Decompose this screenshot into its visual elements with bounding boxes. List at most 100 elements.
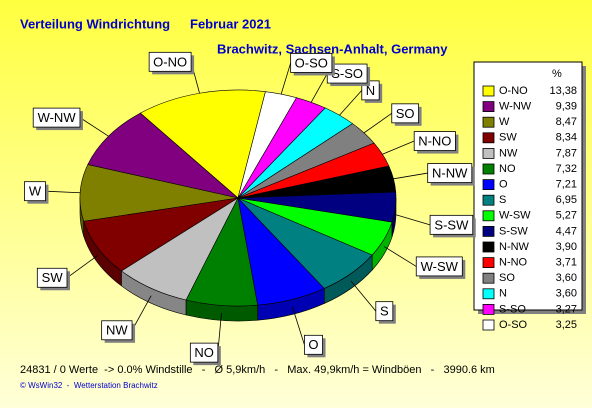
label-connector bbox=[79, 117, 109, 137]
footer: 24831 / 0 Werte -> 0.0% Windstille - Ø 5… bbox=[20, 364, 495, 376]
slice bbox=[139, 89, 266, 199]
label-text: NO bbox=[194, 345, 214, 360]
label-connector bbox=[350, 280, 377, 312]
legend-value: 8,34 bbox=[556, 132, 577, 144]
legend-label: O-SO bbox=[499, 319, 528, 331]
legend-value: 9,39 bbox=[556, 101, 577, 113]
legend-value: 7,32 bbox=[556, 163, 577, 175]
slice-label: O-NO bbox=[148, 51, 195, 75]
label-box bbox=[415, 256, 463, 277]
slice-label: W-NW bbox=[32, 107, 83, 131]
legend-value: 7,21 bbox=[556, 179, 577, 191]
label-text: N-NO bbox=[418, 133, 451, 148]
legend-value: 7,87 bbox=[556, 147, 577, 159]
label-connector bbox=[217, 312, 222, 353]
label-text: SO bbox=[396, 106, 415, 121]
slice-label: W bbox=[24, 181, 49, 204]
label-text: SW bbox=[42, 270, 64, 285]
slice bbox=[79, 164, 239, 222]
label-box bbox=[413, 131, 456, 151]
legend-swatch bbox=[482, 272, 495, 284]
label-connector bbox=[280, 62, 292, 95]
label-box bbox=[32, 107, 81, 128]
label-text: N-NW bbox=[432, 165, 468, 180]
label-box bbox=[427, 163, 473, 183]
legend-label: S-SO bbox=[499, 303, 526, 315]
subtitle: Brachwitz, Sachsen-Anhalt, Germany bbox=[217, 41, 448, 56]
label-connector bbox=[310, 73, 328, 103]
label-connector bbox=[393, 172, 428, 180]
label-text: S bbox=[380, 304, 389, 319]
label-text: W bbox=[29, 184, 42, 199]
label-text: W-SW bbox=[421, 259, 459, 274]
label-connector bbox=[363, 113, 392, 134]
legend-label: NW bbox=[499, 147, 518, 159]
label-box bbox=[304, 334, 323, 355]
label-connector bbox=[292, 306, 305, 345]
legend-swatch bbox=[482, 210, 495, 222]
label-connector bbox=[383, 246, 417, 267]
legend-label: NO bbox=[499, 163, 516, 175]
legend-label: W bbox=[499, 116, 510, 128]
legend-swatch bbox=[482, 101, 495, 112]
legend-value: 13,38 bbox=[549, 85, 577, 97]
legend-swatch bbox=[482, 194, 495, 206]
legend-swatch bbox=[482, 303, 495, 315]
label-text: N bbox=[366, 83, 375, 98]
label-text: O-SO bbox=[295, 55, 328, 70]
label-box bbox=[148, 51, 192, 72]
legend-label: O-NO bbox=[499, 85, 528, 97]
slice-label: O bbox=[304, 334, 326, 358]
legend-swatch bbox=[482, 319, 495, 331]
legend-value: 3,90 bbox=[556, 241, 577, 253]
slice bbox=[87, 112, 239, 199]
label-connector bbox=[45, 190, 81, 194]
legend-value: 8,47 bbox=[556, 116, 577, 128]
slice-label: S-SW bbox=[429, 214, 476, 238]
period: Februar 2021 bbox=[190, 16, 271, 31]
legend-value: 3,25 bbox=[556, 319, 577, 331]
legend-value: 3,60 bbox=[556, 288, 577, 300]
slice-label: SO bbox=[391, 103, 422, 126]
legend-swatch bbox=[482, 179, 495, 191]
slice-label: S bbox=[375, 301, 396, 324]
legend-swatch bbox=[482, 116, 495, 128]
legend-swatch bbox=[482, 257, 495, 269]
label-box bbox=[36, 267, 68, 288]
legend-swatch bbox=[482, 132, 495, 144]
legend-swatch bbox=[482, 225, 495, 237]
slice-label: NW bbox=[101, 320, 136, 343]
label-box bbox=[290, 53, 333, 73]
legend-swatch bbox=[482, 241, 495, 253]
slice-label: O-SO bbox=[290, 53, 335, 76]
legend-value: 5,27 bbox=[556, 210, 577, 222]
label-connector bbox=[66, 255, 99, 279]
legend-swatch bbox=[482, 163, 495, 175]
slice-label: N-NO bbox=[413, 131, 459, 154]
chart-title: Verteilung Windrichtung bbox=[20, 16, 170, 31]
legend-header: % bbox=[552, 68, 562, 80]
legend-value: 3,60 bbox=[556, 272, 577, 284]
label-box bbox=[375, 301, 394, 322]
legend-swatch bbox=[482, 85, 495, 97]
legend-label: S bbox=[499, 194, 506, 206]
label-connector bbox=[382, 140, 415, 155]
label-connector bbox=[339, 90, 363, 116]
slice-label: NO bbox=[189, 342, 221, 366]
label-box bbox=[429, 214, 474, 235]
label-box bbox=[24, 181, 46, 202]
legend-label: N-NW bbox=[499, 241, 530, 253]
slice-label: S-SO bbox=[326, 63, 371, 87]
label-text: NW bbox=[106, 323, 128, 338]
credit: © WsWin32 - Wetterstation Brachwitz bbox=[20, 381, 158, 390]
legend-label: SW bbox=[499, 132, 517, 144]
legend-label: SO bbox=[499, 272, 515, 284]
legend-value: 6,95 bbox=[556, 194, 577, 206]
legend-value: 4,47 bbox=[556, 225, 577, 237]
slice-label: N-NW bbox=[427, 163, 475, 186]
label-text: S-SO bbox=[331, 66, 363, 81]
slice-label: W-SW bbox=[415, 256, 466, 279]
label-text: W-NW bbox=[38, 110, 77, 125]
